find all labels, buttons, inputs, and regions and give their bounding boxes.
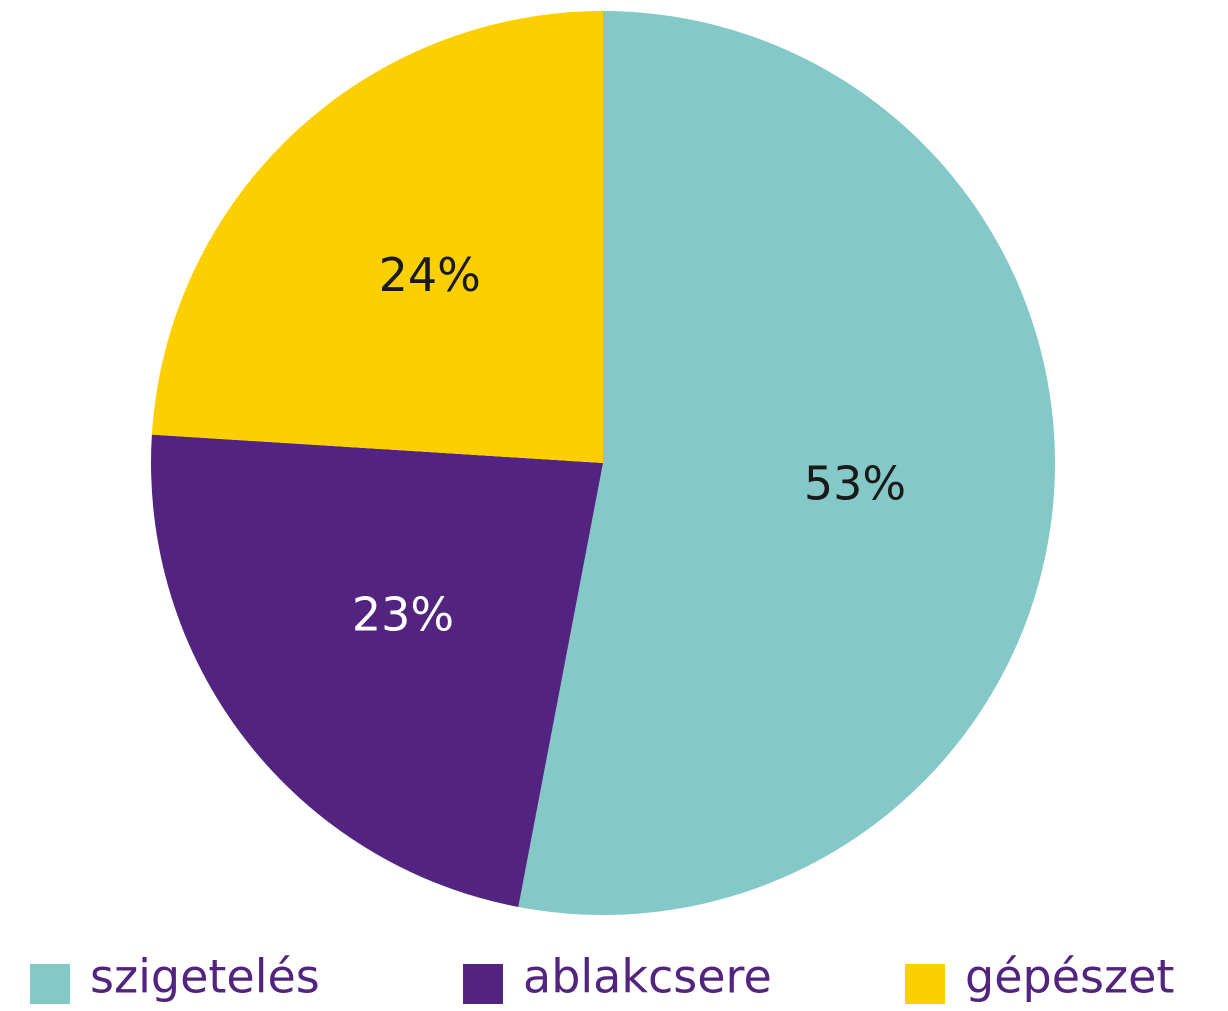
legend-swatch <box>905 964 945 1004</box>
value-label: 53% <box>804 456 906 510</box>
legend-label: gépészet <box>965 950 1174 1004</box>
legend-swatch <box>463 964 503 1004</box>
pie-slice <box>518 11 1056 915</box>
value-label: 24% <box>379 248 481 302</box>
legend-label: ablakcsere <box>523 950 772 1004</box>
pie-slice <box>151 11 604 463</box>
pie-slice <box>150 434 603 907</box>
value-label: 23% <box>352 588 454 642</box>
legend-swatch <box>30 964 70 1004</box>
legend-label: szigetelés <box>90 950 320 1004</box>
